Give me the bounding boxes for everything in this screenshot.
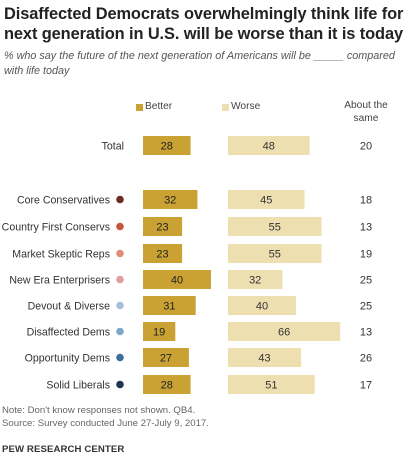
category-label-opportunity-dems: Opportunity Dems	[25, 352, 110, 364]
data-label-better-market-skeptic-reps: 23	[156, 249, 168, 261]
bar-better-core-conservatives	[143, 190, 198, 209]
data-label-better-new-era-enterprisers: 40	[171, 275, 183, 287]
chart-title: Disaffected Democrats overwhelmingly thi…	[4, 5, 404, 43]
note-text: Note: Don't know responses not shown. QB…	[2, 405, 196, 416]
category-label-core-conservatives: Core Conservatives	[17, 194, 110, 206]
data-label-better-country-first-conservs: 23	[156, 222, 168, 234]
legend-swatch-worse	[222, 104, 229, 111]
category-dot-solid-liberals	[116, 380, 124, 389]
bar-better-disaffected-dems	[143, 322, 176, 341]
data-label-worse-opportunity-dems: 43	[258, 353, 270, 365]
category-dot-opportunity-dems	[116, 353, 124, 362]
data-label-better-core-conservatives: 32	[164, 195, 176, 207]
data-label-worse-market-skeptic-reps: 55	[269, 249, 281, 261]
bar-better-opportunity-dems	[143, 348, 189, 367]
category-dot-new-era-enterprisers	[116, 275, 124, 284]
category-label-country-first-conservs: Country First Conservs	[2, 221, 110, 233]
data-label-better-solid-liberals: 28	[161, 380, 173, 392]
bar-worse-devout-diverse	[228, 296, 296, 315]
category-label-devout-diverse: Devout & Diverse	[28, 300, 111, 312]
data-label-same-solid-liberals: 17	[360, 380, 372, 392]
category-dot-disaffected-dems	[116, 327, 124, 336]
bar-better-total	[143, 136, 191, 155]
category-label-disaffected-dems: Disaffected Dems	[27, 326, 110, 338]
legend-label-about-the-same: About the same	[344, 100, 388, 124]
data-label-same-country-first-conservs: 13	[360, 222, 372, 234]
data-label-worse-solid-liberals: 51	[265, 380, 277, 392]
data-label-worse-disaffected-dems: 66	[278, 327, 290, 339]
data-label-worse-total: 48	[263, 141, 275, 153]
category-dot-core-conservatives	[116, 195, 124, 204]
bar-better-new-era-enterprisers	[143, 270, 211, 289]
brand-logo-text: PEW RESEARCH CENTER	[2, 444, 125, 455]
legend-swatch-better	[136, 104, 143, 111]
legend-label-better: Better	[145, 101, 173, 112]
category-dot-market-skeptic-reps	[116, 249, 124, 258]
category-label-new-era-enterprisers: New Era Enterprisers	[9, 274, 110, 286]
data-label-same-market-skeptic-reps: 19	[360, 249, 372, 261]
category-label-total: Total	[102, 140, 124, 152]
data-label-worse-new-era-enterprisers: 32	[249, 275, 261, 287]
category-label-market-skeptic-reps: Market Skeptic Reps	[12, 248, 110, 260]
data-label-same-total: 20	[360, 141, 372, 153]
data-label-same-devout-diverse: 25	[360, 301, 372, 313]
bar-better-solid-liberals	[143, 375, 191, 394]
bar-worse-solid-liberals	[228, 375, 315, 394]
data-label-same-opportunity-dems: 26	[360, 353, 372, 365]
bar-worse-opportunity-dems	[228, 348, 302, 367]
category-dot-devout-diverse	[116, 301, 124, 310]
data-label-better-opportunity-dems: 27	[160, 353, 172, 365]
bar-better-market-skeptic-reps	[143, 244, 183, 263]
legend-label-worse: Worse	[231, 101, 261, 112]
bar-better-devout-diverse	[143, 296, 196, 315]
category-label-solid-liberals: Solid Liberals	[46, 379, 110, 391]
chart-subtitle: % who say the future of the next generat…	[4, 50, 395, 77]
data-label-same-core-conservatives: 18	[360, 195, 372, 207]
source-text: Source: Survey conducted June 27-July 9,…	[2, 418, 209, 429]
data-label-same-new-era-enterprisers: 25	[360, 275, 372, 287]
bar-worse-core-conservatives	[228, 190, 305, 209]
data-label-better-disaffected-dems: 19	[153, 327, 165, 339]
data-label-better-total: 28	[161, 141, 173, 153]
data-label-same-disaffected-dems: 13	[360, 327, 372, 339]
category-dot-country-first-conservs	[116, 222, 124, 231]
bar-worse-new-era-enterprisers	[228, 270, 283, 289]
bar-worse-total	[228, 136, 310, 155]
bar-better-country-first-conservs	[143, 217, 183, 236]
bar-worse-market-skeptic-reps	[228, 244, 322, 263]
bar-worse-country-first-conservs	[228, 217, 322, 236]
data-label-worse-core-conservatives: 45	[260, 195, 272, 207]
data-label-worse-devout-diverse: 40	[256, 301, 268, 313]
data-label-better-devout-diverse: 31	[163, 301, 175, 313]
bar-worse-disaffected-dems	[228, 322, 341, 341]
data-label-worse-country-first-conservs: 55	[269, 222, 281, 234]
